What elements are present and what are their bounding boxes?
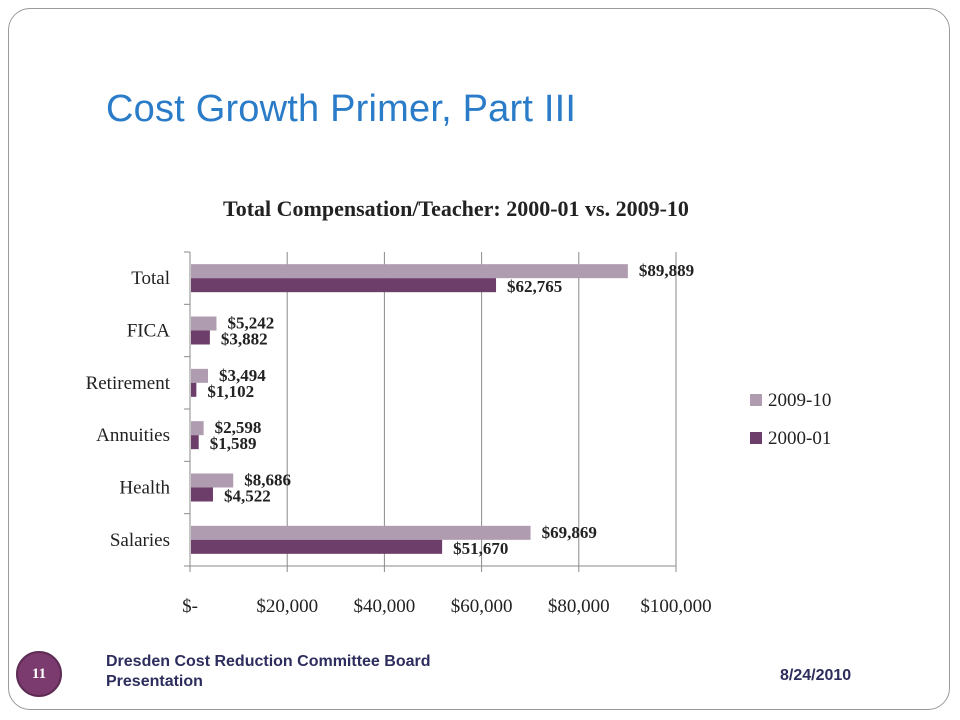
legend-swatch bbox=[750, 432, 762, 444]
bar-2009-10 bbox=[191, 473, 234, 488]
x-tick-label: $40,000 bbox=[354, 596, 416, 617]
page-number-badge: 11 bbox=[16, 651, 62, 697]
data-labels: $89,889 $62,765 $5,242$3,882 $3,494$1,102 $2… bbox=[207, 261, 694, 558]
x-tick-labels: $- $20,000 $40,000 $60,000 $80,000 $100,000 bbox=[182, 596, 712, 617]
legend-swatch bbox=[750, 394, 762, 406]
x-tick-label: $60,000 bbox=[451, 596, 513, 617]
data-label: $4,522 bbox=[224, 487, 271, 506]
slide-frame bbox=[8, 8, 950, 710]
data-label: $51,670 bbox=[453, 539, 508, 558]
bar-2009-10 bbox=[191, 525, 531, 540]
bar-2000-01 bbox=[191, 278, 497, 293]
data-label: $3,494 bbox=[219, 366, 266, 385]
bar-2000-01 bbox=[191, 435, 199, 450]
axes bbox=[184, 251, 677, 572]
category-label: Annuities bbox=[96, 425, 170, 446]
chart-title: Total Compensation/Teacher: 2000-01 vs. … bbox=[223, 196, 689, 221]
bar-2000-01 bbox=[191, 539, 443, 554]
footer-date: 8/24/2010 bbox=[780, 667, 852, 684]
data-label: $5,242 bbox=[227, 314, 274, 333]
category-labels: Total FICA Retirement Annuities Health Salari… bbox=[86, 268, 171, 551]
data-label: $69,869 bbox=[542, 523, 597, 542]
bar-2009-10 bbox=[191, 316, 217, 331]
bar-2000-01 bbox=[191, 330, 210, 345]
legend-label: 2009-10 bbox=[768, 390, 831, 411]
bar-2000-01 bbox=[191, 487, 213, 502]
data-label: $62,765 bbox=[507, 277, 562, 296]
gridlines bbox=[286, 252, 677, 566]
data-label: $3,882 bbox=[221, 330, 268, 349]
category-label: FICA bbox=[127, 321, 171, 342]
category-label: Total bbox=[131, 268, 170, 289]
data-label: $1,589 bbox=[210, 434, 257, 453]
plot-area: Total FICA Retirement Annuities Health Salari… bbox=[86, 251, 712, 617]
x-tick-label: $- bbox=[182, 596, 198, 617]
bar-2009-10 bbox=[191, 368, 208, 383]
bar-2000-01 bbox=[191, 382, 197, 397]
chart: Total Compensation/Teacher: 2000-01 vs. … bbox=[86, 196, 832, 617]
data-label: $8,686 bbox=[244, 471, 291, 490]
category-label: Salaries bbox=[110, 530, 170, 551]
slide-title: Cost Growth Primer, Part III bbox=[106, 88, 577, 130]
bar-2009-10 bbox=[191, 264, 628, 279]
bar-2009-10 bbox=[191, 421, 204, 436]
legend: 2009-10 2000-01 bbox=[750, 390, 831, 449]
x-tick-label: $100,000 bbox=[640, 596, 711, 617]
data-label: $1,102 bbox=[207, 382, 254, 401]
category-label: Health bbox=[119, 478, 170, 499]
x-tick-label: $80,000 bbox=[548, 596, 610, 617]
data-label: $89,889 bbox=[639, 261, 694, 280]
legend-label: 2000-01 bbox=[768, 428, 831, 449]
category-label: Retirement bbox=[86, 373, 171, 394]
x-tick-label: $20,000 bbox=[256, 596, 318, 617]
bars bbox=[191, 264, 628, 554]
data-label: $2,598 bbox=[215, 418, 262, 437]
footer-text: Dresden Cost Reduction Committee Board P… bbox=[106, 653, 431, 690]
